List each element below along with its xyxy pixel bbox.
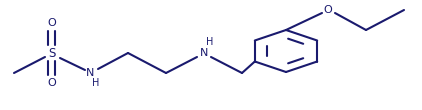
Text: O: O: [48, 18, 57, 28]
Text: O: O: [48, 78, 57, 88]
Text: H: H: [206, 37, 214, 47]
Text: H: H: [92, 78, 100, 88]
Text: N: N: [200, 48, 208, 58]
Text: N: N: [86, 68, 94, 78]
Text: S: S: [48, 47, 56, 60]
Text: O: O: [324, 5, 333, 15]
